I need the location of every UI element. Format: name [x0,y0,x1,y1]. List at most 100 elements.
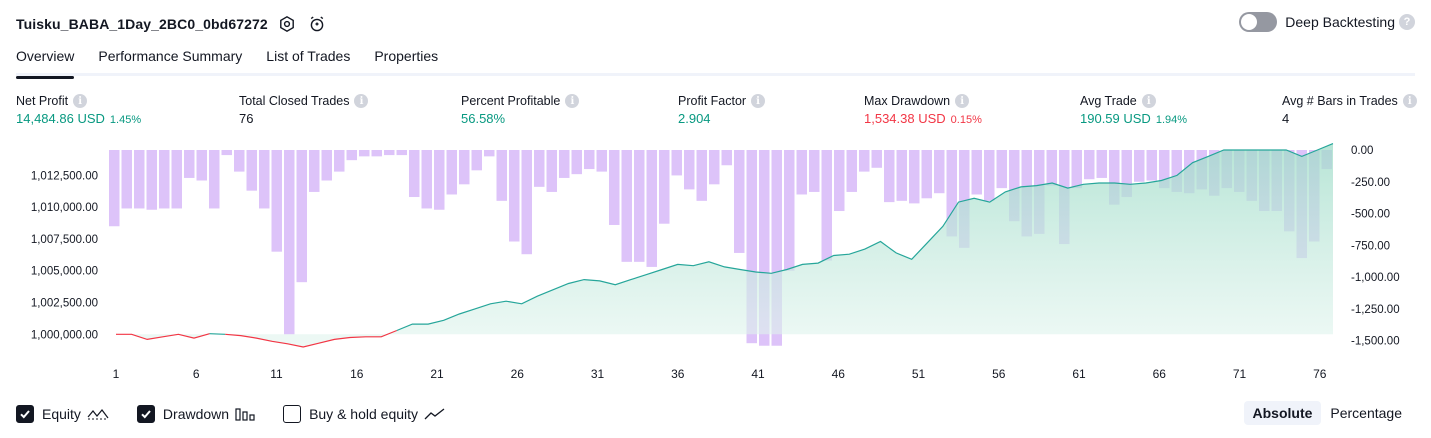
drawdown-bar [709,150,720,185]
x-axis-label: 66 [1153,367,1167,381]
drawdown-bar [884,150,895,203]
left-axis-label: 1,005,000.00 [31,266,98,278]
x-axis-label: 1 [113,367,120,381]
tab-overview[interactable]: Overview [16,46,75,79]
buy-hold-label: Buy & hold equity [309,406,419,422]
drawdown-bar [996,150,1007,189]
left-axis-label: 1,002,500.00 [31,298,98,310]
drawdown-bar [171,150,182,209]
drawdown-bar [734,150,745,253]
stat-label: Profit Factor [678,94,747,108]
add-alert-icon[interactable] [306,13,328,35]
x-axis-label: 11 [270,367,283,381]
equity-line [116,333,210,341]
equity-line-icon [87,407,109,421]
drawdown-bar [496,150,507,201]
tab-list-of-trades[interactable]: List of Trades [266,48,351,64]
checkbox-checked[interactable] [136,405,155,423]
info-icon[interactable]: i [1402,94,1417,108]
stat-percent-profitable: Percent Profitable i 56.58% [461,94,580,126]
tab-performance-summary[interactable]: Performance Summary [98,48,243,64]
equity-line [209,333,226,335]
drawdown-bar [1146,150,1157,181]
info-icon[interactable]: i [751,94,766,108]
drawdown-bar [671,150,682,176]
toggle-switch[interactable] [1239,12,1278,32]
info-icon[interactable]: i [955,94,970,108]
drawdown-bar [959,150,970,248]
info-icon[interactable]: i [73,94,88,108]
x-axis-label: 31 [591,367,605,381]
stats-row: Net Profit i 14,484.86 USD 1.45% Total Clo… [16,94,1417,130]
left-axis-label: 1,010,000.00 [31,202,98,214]
tab-properties[interactable]: Properties [374,48,439,64]
stat-percent: 1.45% [109,114,142,126]
equity-drawdown-chart[interactable]: 1,000,000.00 1,002,500.00 1,005,000.00 1,00… [0,140,1431,390]
drawdown-bar [784,150,795,271]
left-axis-label: 1,000,000.00 [31,329,98,341]
x-axis-label: 6 [193,367,200,381]
header-bar: Tuisku_BABA_1Day_2BC0_0bd67272 Deep Back… [16,12,1415,36]
drawdown-bar [509,150,520,242]
info-icon[interactable]: i [565,94,580,108]
drawdown-bar [446,150,457,195]
info-icon[interactable]: i [1141,94,1156,108]
drawdown-bar [309,150,320,192]
drawdown-bar [971,150,982,195]
stat-profit-factor: Profit Factor i 2.904 [678,94,766,126]
drawdown-bar [721,150,732,166]
drawdown-bar [896,150,907,201]
x-axis-label: 36 [671,367,685,381]
equity-line [225,329,398,348]
stat-label: Avg Trade [1080,94,1137,108]
drawdown-bar [271,150,282,252]
drawdown-bar [609,150,620,225]
drawdown-label: Drawdown [162,406,230,422]
drawdown-bar [459,150,470,185]
equity-checkbox[interactable]: Equity [16,405,109,423]
stat-value: 190.59 USD [1080,111,1151,126]
drawdown-bar [1171,150,1182,192]
buy-hold-checkbox[interactable]: Buy & hold equity [283,405,446,423]
drawdown-bar [546,150,557,192]
drawdown-bar [484,150,495,157]
drawdown-bar [909,150,920,204]
settings-icon[interactable] [276,13,298,35]
absolute-button[interactable]: Absolute [1243,401,1322,425]
checkbox-unchecked[interactable] [283,405,302,423]
x-axis-label: 76 [1313,367,1327,381]
drawdown-bar [184,150,195,178]
right-axis-label: -1,000.00 [1351,272,1400,284]
drawdown-bar [1096,150,1107,178]
stat-value: 14,484.86 USD [16,111,105,126]
info-icon[interactable]: i [354,94,369,108]
drawdown-bar [1121,150,1132,198]
checkbox-checked[interactable] [16,405,34,423]
drawdown-bar [234,150,245,172]
right-axis-label: -1,500.00 [1351,336,1400,348]
stat-label: Percent Profitable [461,94,561,108]
drawdown-bar [1009,150,1020,222]
drawdown-bar [259,150,270,209]
strategy-title: Tuisku_BABA_1Day_2BC0_0bd67272 [16,16,268,32]
drawdown-bar [584,150,595,170]
percentage-button[interactable]: Percentage [1330,405,1402,421]
deep-backtesting-toggle[interactable]: Deep Backtesting ? [1239,12,1415,32]
equity-line [396,143,1334,332]
stat-avg-trade: Avg Trade i 190.59 USD 1.94% [1080,94,1187,126]
drawdown-bar [834,150,845,212]
drawdown-bar [346,150,357,161]
x-axis-label: 51 [912,367,926,381]
drawdown-bar [109,150,120,227]
drawdown-bar [771,150,782,346]
drawdown-bar [209,150,220,209]
help-icon[interactable]: ? [1399,14,1415,30]
drawdown-bar [684,150,695,190]
drawdown-checkbox[interactable]: Drawdown [136,405,255,423]
x-axis-label: 46 [832,367,846,381]
drawdown-bar [646,150,657,267]
drawdown-bar [1134,150,1145,182]
drawdown-bar [796,150,807,195]
right-axis-label: 0.00 [1351,145,1373,157]
drawdown-bar [821,150,832,261]
